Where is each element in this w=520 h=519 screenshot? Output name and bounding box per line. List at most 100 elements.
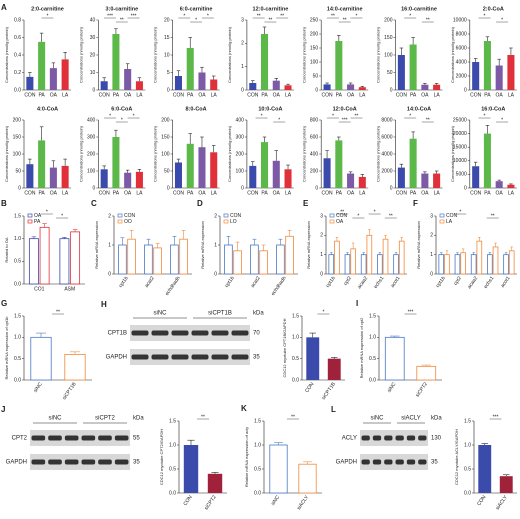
bar [382,238,389,275]
significance-label: * [47,13,49,19]
bar [38,41,46,90]
y-tick-label: 1.5 [254,418,261,424]
significance-label: * [484,113,486,119]
legend-label: CON [124,213,136,219]
y-tick-label: 0.0 [292,377,299,383]
y-tick-label: 0.5 [14,356,21,362]
y-tick-label: 1.5 [464,418,471,424]
y-tick-label: 0 [18,185,21,191]
bar [127,238,136,275]
x-tick-label: echdhadh [164,275,182,297]
y-tick-label: 2 [430,233,433,239]
x-tick-label: PA [38,92,45,98]
x-tick-label: CON [470,92,482,98]
y-tick-label: 50 [15,168,21,174]
y-tick-label: 0 [167,185,170,191]
x-tick-label: PA [261,92,268,98]
chart-title: 16:0-carnitine [401,6,437,12]
bar [207,473,223,493]
bar [327,358,341,380]
y-axis-label: Concentrations (nmol/g protein) [153,26,158,83]
blot-band [98,459,112,465]
x-tick-label: OA [421,92,429,98]
y-tick-label: 20000 [453,131,467,137]
bar [124,69,132,90]
significance-label: * [261,113,263,119]
x-tick-label: PA [410,92,417,98]
bar [377,254,383,275]
bar [250,244,259,275]
y-axis-label: Relative mRNA expression [306,221,311,269]
panel-letter: H [101,300,107,309]
x-tick-label: acat2 [144,275,156,289]
x-tick-label: CON [396,92,408,98]
blot-band [131,354,149,360]
bar [170,244,179,275]
blot-band [191,330,209,336]
x-tick-label: siCPT2 [203,494,217,511]
significance-label: ** [268,17,272,23]
bar [323,158,331,188]
panel-letter: G [1,299,7,308]
bar [409,138,417,188]
bar [483,133,491,188]
x-tick-label: siCPT1B [321,381,338,401]
significance-label: *** [107,13,113,19]
x-tick-label: siACLY [296,494,311,511]
y-tick-label: 0.0 [169,490,176,496]
y-tick-label: 2 [108,213,111,219]
x-tick-label: CON [24,190,36,196]
bar [64,353,86,381]
blot-strip [130,349,250,365]
y-tick-label: 3 [241,17,244,23]
bar [39,226,50,285]
lane-label: siNC [371,416,385,422]
legend-swatch [117,219,123,224]
x-tick-label: OA [496,92,504,98]
chart-title: 8:0-CoA [186,106,207,112]
blot-band [372,435,382,441]
bar [49,68,57,90]
bar [284,169,292,188]
x-tick-label: PA [261,190,268,196]
y-tick-label: 800 [310,117,319,123]
legend-swatch [439,213,445,218]
unit-label: kDa [431,416,442,422]
y-tick-label: 100 [310,59,319,65]
significance-label: ** [491,213,495,219]
y-axis-label: Concentrations (nmol/g protein) [301,125,306,182]
significance-label: ** [426,117,430,123]
blot-band [81,459,96,465]
x-tick-label: CO1 [34,286,45,292]
bar [323,84,331,90]
significance-label: ** [291,414,295,420]
bar [360,254,367,275]
y-tick-label: 1.0 [254,442,261,448]
bar [478,445,492,493]
blot-band [151,330,169,336]
y-tick-label: 0 [93,185,96,191]
blot-band [114,459,129,465]
blot-band [418,459,427,465]
panel-letter: F [413,199,418,208]
y-tick-label: 2 [320,233,323,239]
y-tick-label: 1 [214,242,217,248]
legend-swatch [223,213,229,218]
blot-band [384,459,393,465]
y-tick-label: 0.5 [464,466,471,472]
y-tick-label: 2 [241,41,244,47]
bar [183,445,199,493]
y-tick-label: 10000 [453,17,467,23]
bar [210,152,218,188]
bar [350,248,356,275]
bar [38,140,46,188]
bar [112,34,120,90]
band-kda: 70 [253,331,260,337]
significance-label: * [459,209,461,215]
band-label: CPT1B [108,331,127,337]
y-tick-label: 0.8 [14,17,21,23]
x-tick-label: OA [496,190,504,196]
x-tick-label: acaa2 [356,275,369,290]
y-tick-label: 0 [93,87,96,93]
bar [358,87,366,90]
